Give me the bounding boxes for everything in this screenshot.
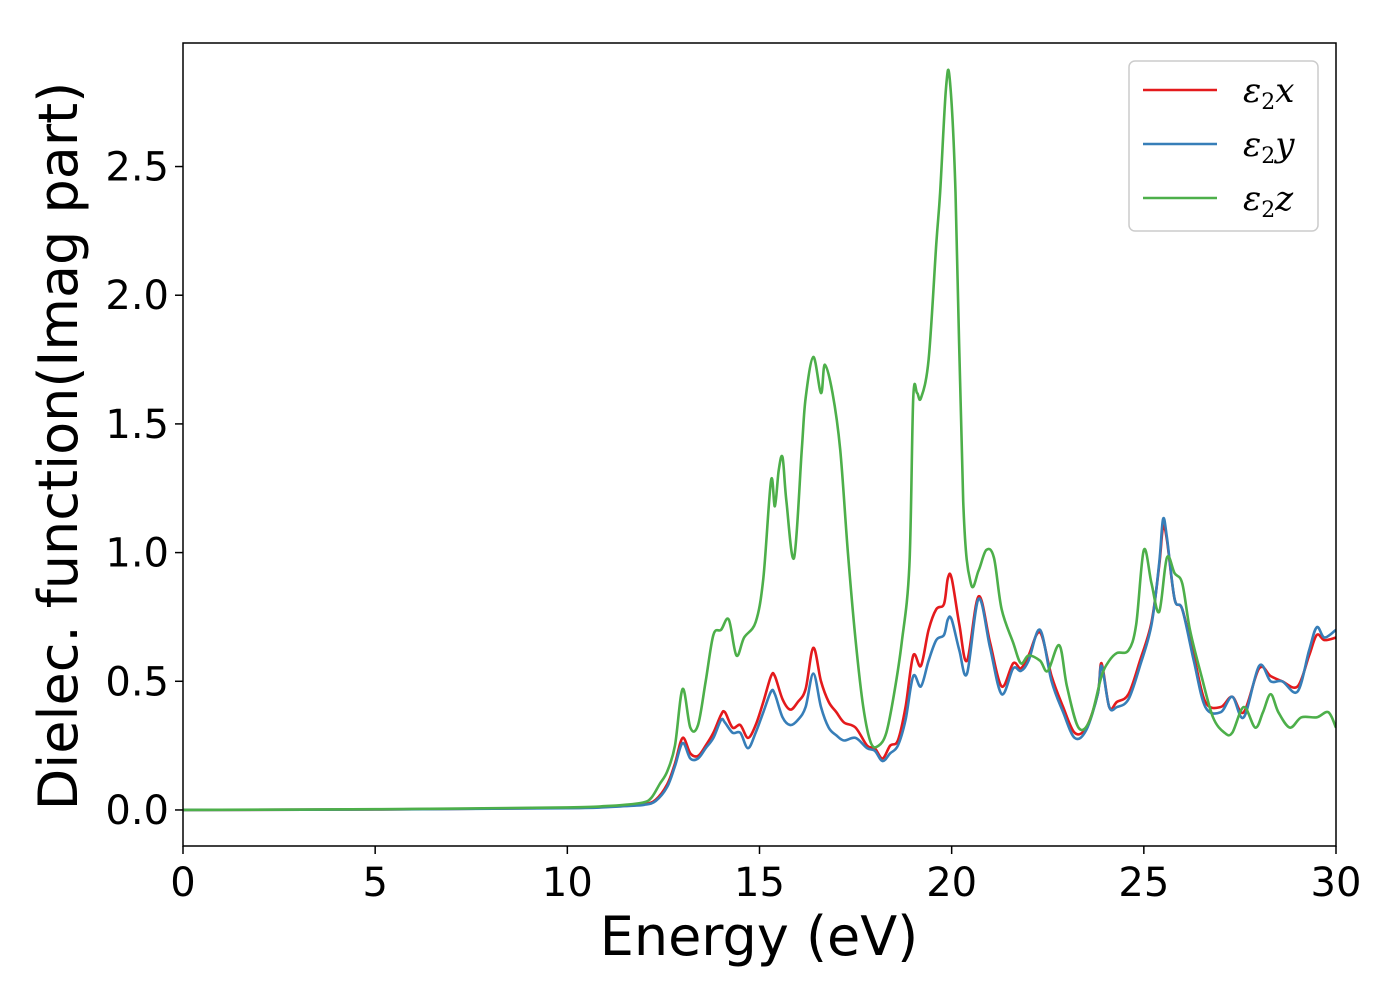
x-tick-label: 5 — [362, 860, 387, 906]
series-line-z — [183, 68, 1336, 812]
ticks-layer: 0 5 10 15 20 25 30 0.0 0.5 1.0 1.5 2.0 2.5 — [105, 145, 1361, 906]
y-tick-label: 2.5 — [105, 145, 169, 191]
legend-box — [1128, 60, 1319, 232]
series-layer — [183, 68, 1336, 812]
y-tick-label: 2.0 — [105, 273, 169, 319]
x-tick-label: 10 — [542, 860, 593, 906]
legend: ε2x ε2y ε2z — [1128, 60, 1319, 232]
y-tick-label: 0.0 — [105, 788, 169, 834]
y-tick-label: 0.5 — [105, 659, 169, 705]
y-axis-label: Dielec. function(Imag part) — [27, 82, 90, 811]
x-tick-label: 30 — [1311, 860, 1362, 906]
x-tick-label: 15 — [734, 860, 785, 906]
legend-label-y: ε2y — [1243, 125, 1295, 169]
x-tick-label: 20 — [926, 860, 977, 906]
x-tick-label: 25 — [1118, 860, 1169, 906]
legend-label-x: ε2x — [1243, 71, 1294, 115]
x-axis-label: Energy (eV) — [600, 905, 919, 968]
x-tick-label: 0 — [170, 860, 195, 906]
y-tick-label: 1.0 — [105, 531, 169, 577]
series-line-y — [183, 516, 1336, 812]
y-tick-label: 1.5 — [105, 402, 169, 448]
legend-label-z: ε2z — [1243, 179, 1294, 223]
